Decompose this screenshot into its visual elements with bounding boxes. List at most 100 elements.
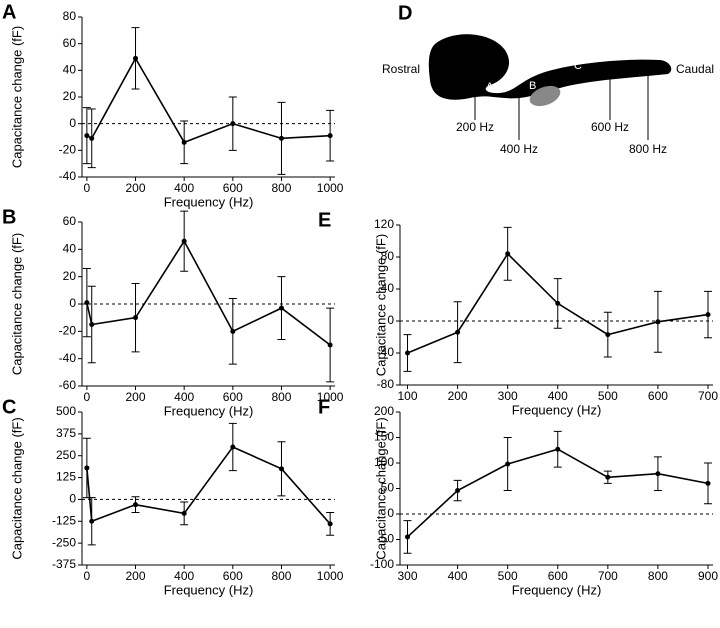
panel-label: F xyxy=(318,396,330,418)
y-axis-title: Capacitance change (fF) xyxy=(9,417,24,559)
x-tick-label: 0 xyxy=(84,390,91,404)
y-tick-label: -80 xyxy=(377,377,395,391)
x-tick-label: 0 xyxy=(84,181,91,195)
y-tick-label: 20 xyxy=(63,89,77,103)
x-tick-label: 100 xyxy=(397,389,417,403)
data-point xyxy=(89,518,95,524)
x-tick-label: 500 xyxy=(498,569,518,583)
x-axis-title: Frequency (Hz) xyxy=(164,403,254,418)
data-point xyxy=(405,534,411,540)
diagram-label: 600 Hz xyxy=(591,120,629,134)
y-tick-label: -20 xyxy=(59,324,77,338)
diagram-label: 200 Hz xyxy=(456,120,494,134)
structure-b xyxy=(529,85,561,107)
y-tick-label: -40 xyxy=(59,351,77,365)
panel-label: A xyxy=(2,1,16,23)
data-point xyxy=(655,319,661,325)
y-axis-title: Capacitance change (fF) xyxy=(9,26,24,168)
data-point xyxy=(705,480,711,486)
y-tick-label: -40 xyxy=(377,345,395,359)
data-point xyxy=(455,488,461,494)
x-tick-label: 200 xyxy=(126,390,146,404)
x-axis-title: Frequency (Hz) xyxy=(512,402,602,417)
x-tick-label: 300 xyxy=(498,389,518,403)
y-tick-label: 0 xyxy=(387,313,394,327)
x-tick-label: 900 xyxy=(698,569,718,583)
data-point xyxy=(84,300,90,306)
y-tick-label: 80 xyxy=(381,249,395,263)
axis xyxy=(81,17,335,178)
diagram: D Rostral Caudal A B C 200 Hz 400 Hz 600… xyxy=(382,2,714,156)
data-line xyxy=(86,239,331,346)
data-point xyxy=(181,510,187,516)
diagram-label: C xyxy=(574,60,582,72)
y-tick-label: -20 xyxy=(59,143,77,157)
data-point xyxy=(505,461,511,467)
data-point xyxy=(133,55,139,61)
data-point xyxy=(655,471,661,477)
y-tick-label: 0 xyxy=(387,506,394,520)
x-tick-label: 400 xyxy=(548,389,568,403)
data-point xyxy=(278,305,284,311)
y-tick-label: 100 xyxy=(374,455,394,469)
y-tick-label: -60 xyxy=(59,378,77,392)
data-point xyxy=(455,329,461,335)
x-tick-label: 700 xyxy=(598,569,618,583)
panel-label: C xyxy=(2,396,16,418)
data-point xyxy=(327,342,333,348)
x-tick-label: 800 xyxy=(271,181,291,195)
diagram-label: A xyxy=(486,81,494,93)
x-tick-label: 200 xyxy=(448,389,468,403)
data-point xyxy=(133,502,139,508)
data-point xyxy=(278,135,284,141)
data-point xyxy=(505,251,511,257)
data-point xyxy=(555,300,561,306)
y-tick-label: -50 xyxy=(377,532,395,546)
y-tick-label: 375 xyxy=(56,426,76,440)
y-tick-label: 80 xyxy=(63,9,77,23)
x-tick-label: 200 xyxy=(126,569,146,583)
x-tick-label: 600 xyxy=(223,390,243,404)
panel-label: D xyxy=(398,2,412,24)
data-point xyxy=(555,446,561,452)
x-tick-label: 800 xyxy=(271,569,291,583)
data-point xyxy=(181,139,187,145)
y-tick-label: 50 xyxy=(381,481,395,495)
y-axis-title: Capacitance change (fF) xyxy=(373,234,388,376)
diagram-label: 800 Hz xyxy=(629,142,667,156)
x-tick-label: 800 xyxy=(648,569,668,583)
y-axis-title: Capacitance change (fF) xyxy=(373,417,388,559)
y-tick-label: -125 xyxy=(52,513,76,527)
x-axis-title: Frequency (Hz) xyxy=(512,582,602,597)
x-tick-label: 700 xyxy=(698,389,718,403)
diagram-label: Caudal xyxy=(676,62,714,76)
y-tick-label: 40 xyxy=(63,242,77,256)
x-tick-label: 500 xyxy=(598,389,618,403)
y-tick-label: 40 xyxy=(63,63,77,77)
panel-label: E xyxy=(318,209,331,231)
data-point xyxy=(181,238,187,244)
x-tick-label: 1000 xyxy=(317,390,344,404)
x-tick-label: 800 xyxy=(271,390,291,404)
x-tick-label: 600 xyxy=(223,569,243,583)
diagram-label: B xyxy=(529,80,536,92)
y-tick-label: 200 xyxy=(374,404,394,418)
data-point xyxy=(605,332,611,338)
panel-label: B xyxy=(2,206,16,228)
data-line xyxy=(86,56,331,144)
x-tick-label: 600 xyxy=(223,181,243,195)
y-tick-label: -100 xyxy=(370,557,394,571)
data-point xyxy=(278,466,284,472)
data-point xyxy=(327,133,333,139)
x-tick-label: 400 xyxy=(174,390,194,404)
y-tick-label: 250 xyxy=(56,448,76,462)
data-point xyxy=(89,135,95,141)
data-point xyxy=(605,474,611,480)
x-tick-label: 400 xyxy=(448,569,468,583)
data-point xyxy=(230,444,236,450)
x-axis-title: Frequency (Hz) xyxy=(164,194,254,209)
y-axis-title: Capacitance change (fF) xyxy=(9,233,24,375)
x-tick-label: 300 xyxy=(397,569,417,583)
y-tick-label: 150 xyxy=(374,430,394,444)
